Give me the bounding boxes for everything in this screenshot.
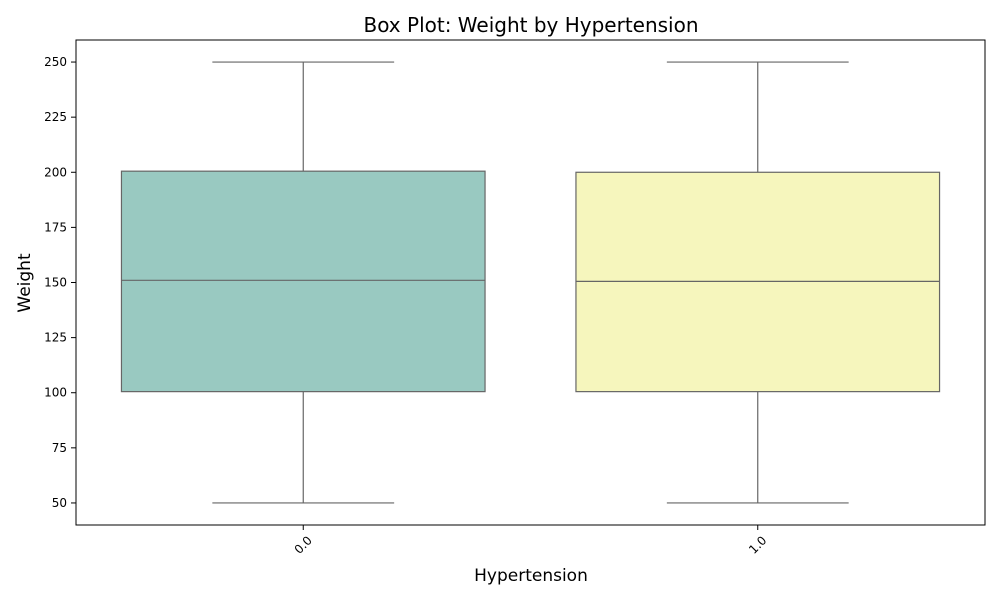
y-axis-label: Weight: [15, 253, 35, 313]
y-tick-label: 250: [44, 55, 67, 69]
y-tick-label: 75: [52, 441, 67, 455]
x-tick-label: 1.0: [746, 533, 769, 556]
x-axis-label: Hypertension: [474, 566, 588, 586]
chart-title: Box Plot: Weight by Hypertension: [363, 13, 698, 37]
x-tick-label: 0.0: [292, 533, 315, 556]
plot-area: 50 75 100 125 150 175 200 225 250 0.0 1.0: [44, 39, 986, 557]
y-tick-label: 100: [44, 386, 67, 400]
y-tick-label: 175: [44, 220, 67, 234]
box-0.0: [120, 170, 486, 393]
y-tick-label: 225: [44, 110, 67, 124]
y-tick-label: 150: [44, 276, 67, 290]
y-tick-label: 125: [44, 331, 67, 345]
y-tick-label: 200: [44, 165, 67, 179]
y-tick-label: 50: [52, 496, 67, 510]
